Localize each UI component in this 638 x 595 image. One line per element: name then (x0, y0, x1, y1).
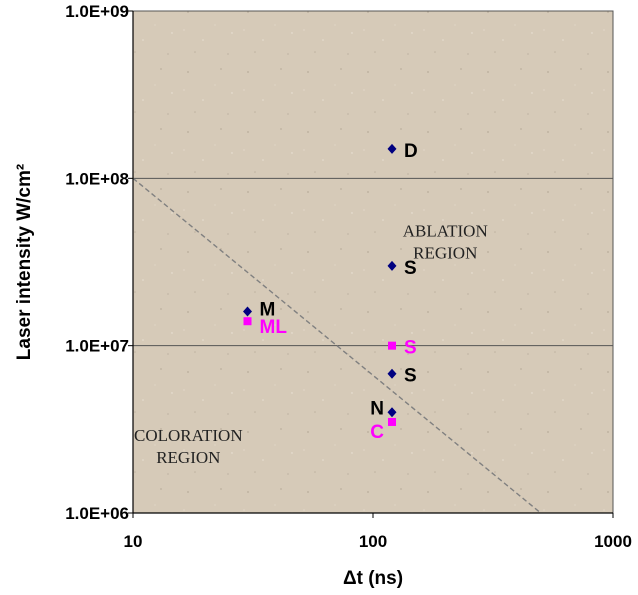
x-tick-label: 100 (359, 532, 387, 551)
point-label: S (404, 338, 417, 359)
square-marker (388, 417, 397, 426)
point-label: S (404, 366, 417, 387)
square-marker (243, 317, 252, 326)
region-label: REGION (156, 448, 220, 467)
y-tick-label: 1.0E+06 (65, 504, 129, 523)
y-tick-label: 1.0E+07 (65, 337, 129, 356)
region-label: COLORATION (134, 426, 243, 445)
y-tick-label: 1.0E+09 (65, 2, 129, 21)
x-tick-label: 1000 (594, 532, 632, 551)
point-label: M (260, 300, 276, 321)
diamond-marker (243, 306, 253, 317)
x-tick-label: 10 (124, 532, 143, 551)
point-label: N (370, 398, 384, 419)
diamond-marker (387, 143, 397, 154)
y-axis-title: Laser intensity W/cm² (14, 164, 35, 360)
diamond-marker (387, 407, 397, 418)
point-label: C (370, 422, 384, 443)
plot-area (132, 10, 614, 514)
point-label: ML (260, 317, 288, 338)
axes: 1.0E+06 1.0E+07 1.0E+08 1.0E+09 10 100 1000 (65, 2, 632, 551)
region-label: REGION (413, 243, 477, 262)
point-label: D (404, 141, 418, 162)
region-label: ABLATION (403, 221, 488, 240)
diamond-marker (387, 368, 397, 379)
x-axis-title: Δt (ns) (343, 568, 403, 589)
y-tick-label: 1.0E+08 (65, 169, 129, 188)
square-marker (388, 341, 397, 350)
gridlines (133, 177, 613, 347)
region-annotations: ABLATION REGION COLORATION REGION (134, 221, 488, 466)
diamond-marker (387, 260, 397, 271)
point-label: S (404, 258, 417, 279)
